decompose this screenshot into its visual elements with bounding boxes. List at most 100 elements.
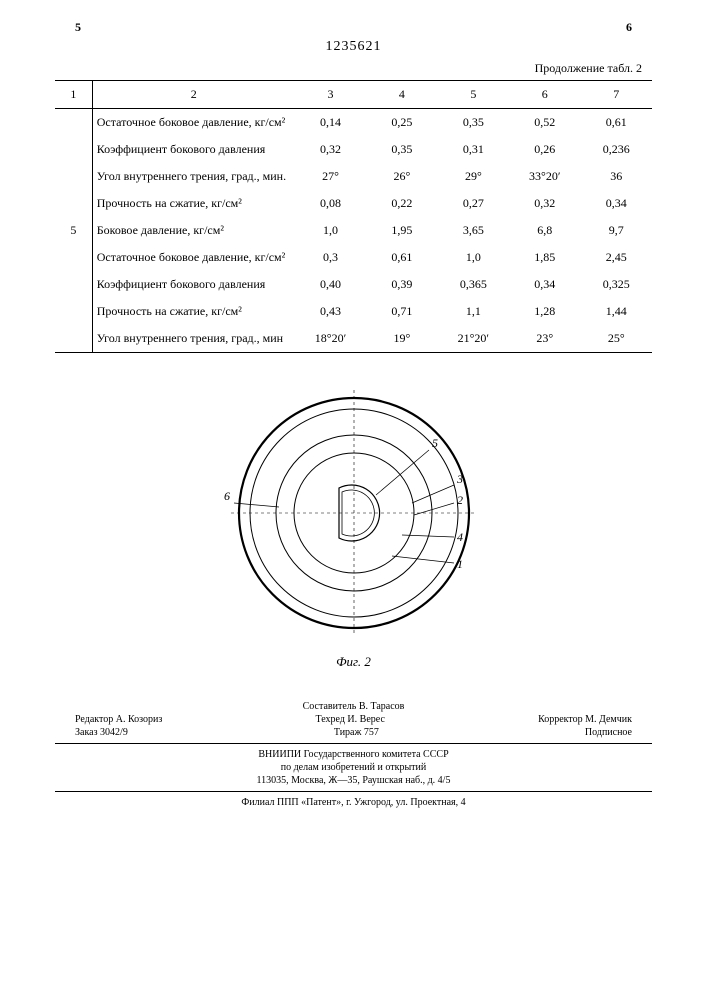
table-cell: 1,28 <box>509 298 580 325</box>
svg-text:4: 4 <box>457 530 463 544</box>
continuation-caption: Продолжение табл. 2 <box>55 61 642 76</box>
table-cell: Остаточное боковое давление, кг/см² <box>92 109 295 137</box>
table-cell: 26° <box>366 163 437 190</box>
table-cell: 18°20′ <box>295 325 366 353</box>
figure-2-diagram: 532416 <box>224 383 484 643</box>
table-cell <box>55 190 92 217</box>
table-row: Прочность на сжатие, кг/см²0,430,711,11,… <box>55 298 652 325</box>
table-cell <box>55 298 92 325</box>
svg-text:5: 5 <box>432 436 438 450</box>
footer-sub: Подписное <box>585 726 632 739</box>
table-cell: 0,35 <box>438 109 509 137</box>
table-row: 5Боковое давление, кг/см²1,01,953,656,89… <box>55 217 652 244</box>
table-cell: 0,365 <box>438 271 509 298</box>
table-cell: 0,32 <box>509 190 580 217</box>
table-cell <box>55 325 92 353</box>
table-cell: 0,31 <box>438 136 509 163</box>
footer-tech: Техред И. Верес <box>316 713 385 726</box>
table-cell: Прочность на сжатие, кг/см² <box>92 298 295 325</box>
table-cell: Коэффициент бокового давления <box>92 271 295 298</box>
footer-org1: ВНИИПИ Государственного комитета СССР <box>55 748 652 761</box>
table-cell: 0,61 <box>366 244 437 271</box>
table-cell: 33°20′ <box>509 163 580 190</box>
page: 5 6 1235621 Продолжение табл. 2 1 2 3 4 … <box>0 0 707 1000</box>
table-cell: 1,0 <box>295 217 366 244</box>
table-cell: Боковое давление, кг/см² <box>92 217 295 244</box>
table-row: Остаточное боковое давление, кг/см²0,30,… <box>55 244 652 271</box>
table-cell: Угол внутреннего трения, град., мин. <box>92 163 295 190</box>
table-cell: 0,26 <box>509 136 580 163</box>
table-cell: 27° <box>295 163 366 190</box>
top-numbers: 5 6 <box>75 20 632 35</box>
table-cell: 0,14 <box>295 109 366 137</box>
col-header: 7 <box>580 81 652 109</box>
footer-editor: Редактор А. Козориз <box>75 713 162 726</box>
footer-order-row: Заказ 3042/9 Тираж 757 Подписное <box>55 726 652 739</box>
table-cell: Коэффициент бокового давления <box>92 136 295 163</box>
table-cell: 1,0 <box>438 244 509 271</box>
patent-number: 1235621 <box>55 39 652 55</box>
table-cell: 25° <box>580 325 652 353</box>
footer-compiler: Составитель В. Тарасов <box>55 700 652 713</box>
svg-text:6: 6 <box>224 489 230 503</box>
table-cell: 0,34 <box>509 271 580 298</box>
table-cell: 1,1 <box>438 298 509 325</box>
page-col-right: 6 <box>626 20 632 35</box>
table-row: Угол внутреннего трения, град., мин18°20… <box>55 325 652 353</box>
table-cell: 0,43 <box>295 298 366 325</box>
table-cell: 1,85 <box>509 244 580 271</box>
table-cell <box>55 244 92 271</box>
table-cell: Остаточное боковое давление, кг/см² <box>92 244 295 271</box>
table-cell: 23° <box>509 325 580 353</box>
table-cell: 0,27 <box>438 190 509 217</box>
footer-org2: по делам изобретений и открытий <box>55 761 652 774</box>
table-cell: 1,44 <box>580 298 652 325</box>
table-cell: 1,95 <box>366 217 437 244</box>
col-header: 2 <box>92 81 295 109</box>
table-cell: 6,8 <box>509 217 580 244</box>
footer-block: Составитель В. Тарасов Редактор А. Козор… <box>55 700 652 809</box>
col-header: 6 <box>509 81 580 109</box>
table-cell: 3,65 <box>438 217 509 244</box>
table-cell: 0,25 <box>366 109 437 137</box>
table-cell: 9,7 <box>580 217 652 244</box>
table-cell: 0,325 <box>580 271 652 298</box>
table-cell: 0,71 <box>366 298 437 325</box>
footer-addr1: 113035, Москва, Ж—35, Раушская наб., д. … <box>55 774 652 787</box>
figure-caption: Фиг. 2 <box>55 654 652 670</box>
table-header-row: 1 2 3 4 5 6 7 <box>55 81 652 109</box>
footer-tirazh: Тираж 757 <box>334 726 379 739</box>
table-cell: 2,45 <box>580 244 652 271</box>
table-cell: 0,236 <box>580 136 652 163</box>
svg-text:1: 1 <box>457 557 463 571</box>
table-row: Коэффициент бокового давления0,320,350,3… <box>55 136 652 163</box>
table-cell: 5 <box>55 217 92 244</box>
table-cell <box>55 109 92 137</box>
col-header: 4 <box>366 81 437 109</box>
table-cell: 0,40 <box>295 271 366 298</box>
table-cell: 0,3 <box>295 244 366 271</box>
footer-addr2: Филиал ППП «Патент», г. Ужгород, ул. Про… <box>55 796 652 809</box>
svg-text:2: 2 <box>457 493 463 507</box>
col-header: 3 <box>295 81 366 109</box>
footer-rule <box>55 791 652 792</box>
table-cell: 19° <box>366 325 437 353</box>
table-cell <box>55 136 92 163</box>
table-cell: 0,61 <box>580 109 652 137</box>
table-cell: 0,32 <box>295 136 366 163</box>
table-cell: 0,35 <box>366 136 437 163</box>
table-cell: 29° <box>438 163 509 190</box>
table-cell <box>55 163 92 190</box>
table-row: Прочность на сжатие, кг/см²0,080,220,270… <box>55 190 652 217</box>
table-row: Угол внутреннего трения, град., мин.27°2… <box>55 163 652 190</box>
table-cell <box>55 271 92 298</box>
footer-order: Заказ 3042/9 <box>75 726 128 739</box>
figure-wrap: 532416 Фиг. 2 <box>55 383 652 670</box>
table-cell: Прочность на сжатие, кг/см² <box>92 190 295 217</box>
table-cell: 0,22 <box>366 190 437 217</box>
table-cell: 0,34 <box>580 190 652 217</box>
table-cell: 21°20′ <box>438 325 509 353</box>
table-row: Коэффициент бокового давления0,400,390,3… <box>55 271 652 298</box>
footer-rule <box>55 743 652 744</box>
data-table: 1 2 3 4 5 6 7 Остаточное боковое давлени… <box>55 80 652 353</box>
